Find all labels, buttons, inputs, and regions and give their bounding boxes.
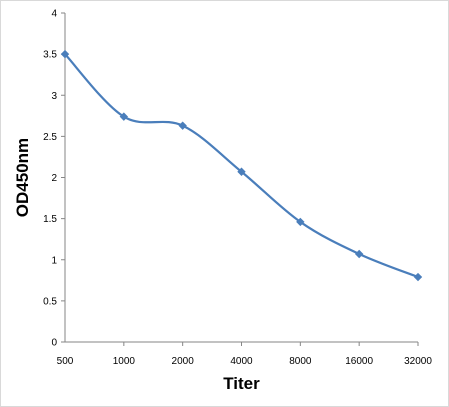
x-tick-label: 2000 [172,356,195,367]
data-point-marker [413,272,423,282]
series-line [64,53,419,279]
y-tick-label: 0.5 [43,296,57,307]
x-tick-label: 32000 [404,356,432,367]
x-tick-label: 16000 [345,356,373,367]
x-axis-ticks: 500 1000 2000 4000 8000 16000 32000 [57,342,432,367]
x-axis-title: Titer [223,374,260,393]
y-tick-label: 2.5 [43,132,57,143]
x-tick-label: 4000 [230,356,253,367]
data-point-marker [237,167,246,176]
y-tick-label: 4 [51,9,57,20]
x-tick-label: 8000 [289,356,312,367]
y-tick-label: 1.5 [43,214,57,225]
y-tick-label: 1 [51,255,57,266]
y-tick-label: 3 [51,91,57,102]
y-tick-label: 3.5 [43,50,57,61]
y-axis-title: OD450nm [13,138,32,217]
series-markers [60,49,423,282]
y-tick-label: 2 [51,173,57,184]
x-tick-label: 500 [57,356,74,367]
data-point-marker [354,249,364,259]
y-axis-ticks: 0 0.5 1 1.5 2 2.5 3 3.5 4 [43,9,65,349]
y-tick-label: 0 [51,338,57,349]
x-tick-label: 1000 [113,356,136,367]
data-point-marker [60,49,70,59]
data-point-marker [296,217,305,227]
data-point-marker [119,112,129,121]
data-point-marker [178,121,187,130]
axes [64,13,418,343]
